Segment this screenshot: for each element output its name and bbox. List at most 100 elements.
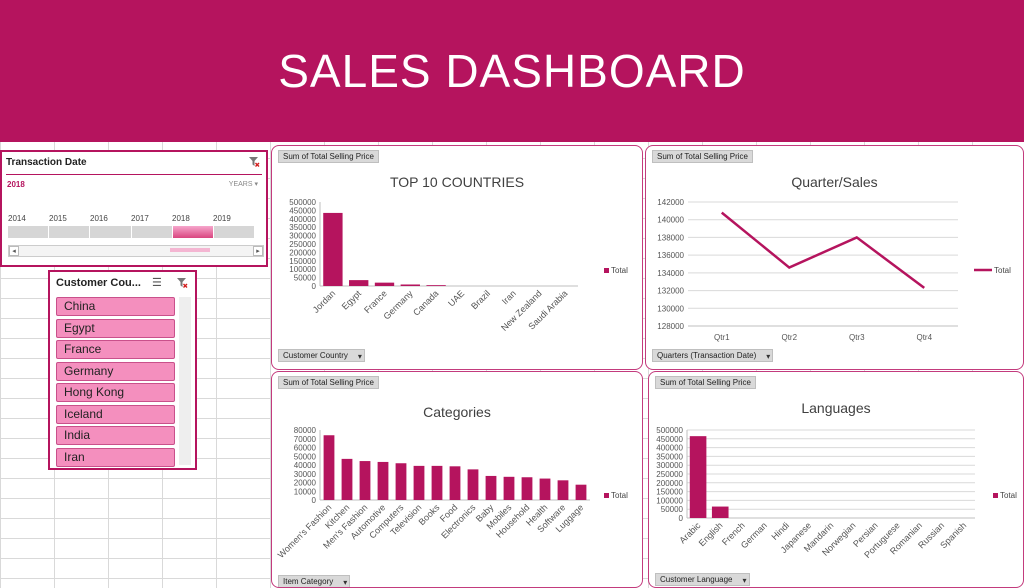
value-field-button[interactable]: Sum of Total Selling Price (655, 376, 757, 389)
series-line-total (720, 211, 925, 289)
bar-baby (485, 475, 497, 500)
timeline-year-2019: 2019 (213, 214, 231, 223)
y-tick-label: 400000 (656, 444, 683, 453)
timeline-scroll-thumb[interactable] (170, 248, 210, 252)
bar-luggage (575, 484, 587, 500)
slicer-item-france[interactable]: France (56, 340, 175, 359)
top-countries-chart: 0500001000001500002000002500003000003500… (289, 198, 628, 333)
y-tick-label: 0 (312, 496, 317, 505)
bar-health (539, 478, 551, 500)
bar-english (711, 506, 729, 518)
filter-button-label: Customer Country (283, 351, 348, 360)
timeline-level-dropdown[interactable]: YEARS ▾ (229, 180, 258, 188)
y-tick-label: 60000 (294, 444, 317, 453)
timeline-year-labels: 2014 2015 2016 2017 2018 2019 (8, 214, 254, 223)
y-tick-label: 130000 (657, 304, 684, 313)
value-field-button[interactable]: Sum of Total Selling Price (278, 376, 380, 389)
y-tick-label: 10000 (294, 487, 317, 496)
y-tick-label: 450000 (656, 435, 683, 444)
legend-label: Total (611, 491, 628, 500)
bar-jordan (323, 212, 343, 286)
value-field-button[interactable]: Sum of Total Selling Price (278, 150, 380, 163)
y-tick-label: 40000 (294, 461, 317, 470)
bar-computers (395, 463, 407, 500)
customer-country-filter-button[interactable]: Customer Country ▾ (278, 349, 365, 362)
y-tick-label: 250000 (289, 240, 316, 249)
bar-electronics (467, 469, 479, 500)
timeline-bar[interactable] (8, 226, 255, 238)
timeline-period-2017[interactable] (131, 226, 172, 238)
scroll-right-icon[interactable]: ▸ (253, 246, 263, 256)
slicer-scrollbar[interactable] (179, 297, 191, 465)
slicer-item-hong-kong[interactable]: Hong Kong (56, 383, 175, 402)
x-tick-label: Qtr4 (916, 333, 932, 342)
x-tick-label: Qtr3 (849, 333, 865, 342)
slicer-item-iran[interactable]: Iran (56, 447, 175, 467)
x-tick-label: UAE (446, 288, 466, 308)
timeline-period-2018[interactable] (172, 226, 213, 238)
transaction-date-timeline[interactable]: Transaction Date 2018 YEARS ▾ 2014 2015 20… (0, 150, 268, 267)
y-tick-label: 50000 (294, 274, 317, 283)
x-tick-label: English (697, 520, 725, 548)
y-tick-label: 20000 (294, 479, 317, 488)
timeline-period-2014[interactable] (8, 226, 49, 238)
slicer-item-germany[interactable]: Germany (56, 361, 175, 381)
filter-dropdown-icon: ▾ (343, 578, 348, 587)
scroll-left-icon[interactable]: ◂ (9, 246, 19, 256)
slicer-item-list: China Egypt France Germany Hong Kong Iceland I… (56, 297, 175, 469)
dashboard-title: SALES DASHBOARD (278, 45, 746, 97)
bar-egypt (349, 280, 369, 286)
top-countries-chart-panel[interactable]: Sum of Total Selling Price TOP 10 COUNTR… (271, 145, 643, 370)
y-tick-label: 300000 (289, 232, 316, 241)
bar-food (449, 466, 461, 500)
filter-dropdown-icon: ▾ (766, 352, 771, 361)
dashboard-banner: SALES DASHBOARD (0, 0, 1024, 142)
quarters-filter-button[interactable]: Quarters (Transaction Date) ▾ (652, 349, 774, 362)
timeline-scrollbar[interactable]: ◂ ▸ (8, 245, 264, 257)
languages-chart-panel[interactable]: Sum of Total Selling Price Languages 0 50… (648, 371, 1024, 588)
timeline-divider (6, 174, 262, 175)
y-tick-label: 0 (312, 282, 317, 291)
timeline-period-2015[interactable] (49, 226, 90, 238)
timeline-selection-label: 2018 (7, 180, 25, 189)
x-tick-label: Jordan (311, 288, 338, 315)
slicer-item-india[interactable]: India (56, 426, 175, 445)
bar-software (557, 480, 569, 500)
filter-button-label: Quarters (Transaction Date) (657, 351, 757, 360)
quarter-sales-chart-panel[interactable]: Sum of Total Selling Price Quarter/Sales… (645, 145, 1024, 370)
timeline-year-2015: 2015 (49, 214, 67, 223)
quarter-sales-chart: 128000 130000 132000 134000 136000 138000 1400… (657, 198, 1011, 342)
timeline-period-2016[interactable] (90, 226, 131, 238)
legend-label: Total (1000, 491, 1017, 500)
chart-title: Quarter/Sales (791, 174, 878, 190)
timeline-year-2018: 2018 (172, 214, 190, 223)
chart-title: TOP 10 COUNTRIES (389, 174, 525, 190)
slicer-item-egypt[interactable]: Egypt (56, 318, 175, 338)
value-field-button[interactable]: Sum of Total Selling Price (652, 150, 754, 163)
chart-title: Languages (801, 400, 871, 416)
y-tick-label: 80000 (294, 426, 317, 435)
customer-language-filter-button[interactable]: Customer Language ▾ (655, 573, 750, 586)
y-tick-label: 138000 (657, 233, 684, 242)
clear-filter-icon[interactable] (176, 277, 188, 289)
y-tick-label: 200000 (656, 479, 683, 488)
y-tick-label: 200000 (289, 248, 316, 257)
y-tick-label: 450000 (289, 206, 316, 215)
clear-filter-icon[interactable] (248, 156, 260, 168)
bar-kitchen (341, 458, 353, 500)
x-tick-label: Canada (411, 288, 440, 317)
legend-swatch (993, 493, 998, 498)
timeline-level-label: YEARS (228, 181, 253, 188)
multi-select-icon[interactable]: ☰ (152, 277, 162, 289)
slicer-item-china[interactable]: China (56, 297, 175, 316)
timeline-period-2019[interactable] (213, 226, 255, 238)
chevron-down-icon: ▾ (254, 181, 258, 188)
timeline-year-2017: 2017 (131, 214, 149, 223)
item-category-filter-button[interactable]: Item Category ▾ (278, 575, 351, 587)
bar-women-s-fashion (323, 435, 335, 500)
slicer-item-iceland[interactable]: Iceland (56, 404, 175, 424)
customer-country-slicer[interactable]: Customer Cou... ☰ China Egypt France German… (48, 270, 197, 470)
timeline-year-2016: 2016 (90, 214, 108, 223)
y-tick-label: 500000 (656, 426, 683, 435)
